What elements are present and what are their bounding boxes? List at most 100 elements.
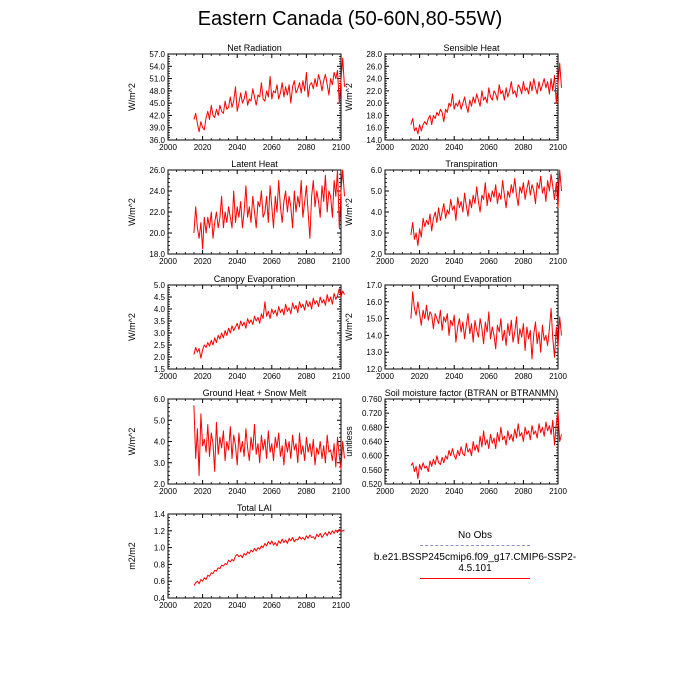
legend-model-line [420, 578, 530, 579]
x-tick-label: 2020 [411, 143, 429, 152]
x-tick-label: 2060 [263, 601, 281, 610]
y-tick-label: 26.0 [149, 166, 165, 175]
y-tick-label: 6.0 [154, 395, 166, 404]
y-tick-label: 1.0 [154, 544, 166, 553]
x-tick-label: 2060 [480, 372, 498, 381]
panel-title: Soil moisture factor (BTRAN or BTRANMN) [385, 388, 559, 398]
x-tick-label: 2100 [549, 487, 567, 496]
legend-obs-line [420, 545, 530, 546]
x-tick-label: 2080 [298, 372, 316, 381]
x-tick-label: 2080 [515, 372, 533, 381]
y-tick-label: 48.0 [149, 87, 165, 96]
x-tick-label: 2020 [194, 601, 212, 610]
x-tick-label: 2080 [298, 143, 316, 152]
legend-obs-label: No Obs [458, 530, 492, 541]
y-tick-label: 0.520 [362, 480, 383, 489]
series-line [193, 169, 345, 250]
y-tick-label: 4.0 [154, 305, 166, 314]
y-tick-label: 2.0 [154, 480, 166, 489]
x-tick-label: 2080 [515, 143, 533, 152]
panel-8: Total LAI m2/m2 2000 2020 2040 2060 2080 2100 0.… [127, 503, 350, 610]
y-tick-label: 3.5 [154, 317, 166, 326]
y-axis-label: W/m^2 [127, 198, 137, 226]
x-tick-label: 2040 [228, 372, 246, 381]
series-line [410, 291, 562, 360]
x-tick-label: 2020 [194, 372, 212, 381]
y-tick-label: 2.5 [154, 341, 166, 350]
x-tick-label: 2020 [411, 257, 429, 266]
x-tick-label: 2080 [298, 487, 316, 496]
y-tick-label: 22.0 [149, 208, 165, 217]
x-tick-label: 2080 [298, 257, 316, 266]
y-tick-label: 0.8 [154, 560, 166, 569]
y-tick-label: 0.4 [154, 594, 166, 603]
y-tick-label: 4.5 [154, 293, 166, 302]
y-tick-label: 18.0 [366, 111, 382, 120]
y-tick-label: 28.0 [366, 50, 382, 59]
x-tick-label: 2100 [549, 143, 567, 152]
y-axis-label: W/m^2 [127, 313, 137, 341]
plot-frame [167, 284, 342, 370]
x-tick-label: 2080 [298, 601, 316, 610]
x-tick-label: 2060 [263, 257, 281, 266]
y-tick-label: 26.0 [366, 62, 382, 71]
x-tick-label: 2000 [376, 143, 394, 152]
panel-7: Soil moisture factor (BTRAN or BTRANMN) u… [344, 388, 567, 496]
y-tick-label: 0.720 [362, 409, 383, 418]
x-tick-label: 2100 [332, 257, 350, 266]
x-tick-label: 2000 [376, 257, 394, 266]
x-tick-label: 2000 [376, 487, 394, 496]
y-tick-label: 13.0 [366, 348, 382, 357]
panel-title: Transpiration [445, 159, 497, 169]
y-tick-label: 45.0 [149, 99, 165, 108]
y-tick-label: 15.0 [366, 315, 382, 324]
y-tick-label: 3.0 [371, 229, 383, 238]
x-tick-label: 2060 [480, 257, 498, 266]
y-tick-label: 5.0 [154, 416, 166, 425]
panel-title: Latent Heat [231, 159, 278, 169]
x-tick-label: 2020 [411, 487, 429, 496]
panel-title: Net Radiation [227, 43, 282, 53]
x-tick-label: 2100 [332, 601, 350, 610]
x-tick-label: 2060 [263, 487, 281, 496]
y-tick-label: 24.0 [149, 187, 165, 196]
y-tick-label: 1.5 [154, 365, 166, 374]
series-line [410, 410, 562, 480]
x-tick-label: 2060 [480, 487, 498, 496]
y-tick-label: 22.0 [366, 87, 382, 96]
y-axis-label: W/m^2 [344, 83, 354, 111]
y-tick-label: 36.0 [149, 136, 165, 145]
panel-0: Net Radiation W/m^2 2000 2020 2040 2060 2080 21… [127, 43, 350, 152]
y-tick-label: 0.600 [362, 452, 383, 461]
y-axis-label: W/m^2 [127, 83, 137, 111]
x-tick-label: 2060 [480, 143, 498, 152]
y-tick-label: 57.0 [149, 50, 165, 59]
plot-frame [384, 53, 559, 141]
panel-1: Sensible Heat W/m^2 2000 2020 2040 2060 2080 21… [344, 43, 567, 152]
y-tick-label: 14.0 [366, 136, 382, 145]
x-tick-label: 2000 [159, 372, 177, 381]
series-line [193, 528, 345, 586]
x-tick-label: 2040 [445, 257, 463, 266]
y-tick-label: 4.0 [371, 208, 383, 217]
series-line [410, 62, 562, 135]
panel-title: Sensible Heat [443, 43, 500, 53]
legend: No Obs b.e21.BSSP245cmip6.f09_g17.CMIP6-… [360, 530, 590, 585]
y-axis-label: W/m^2 [127, 428, 137, 456]
x-tick-label: 2000 [159, 487, 177, 496]
x-tick-label: 2100 [332, 143, 350, 152]
y-tick-label: 20.0 [149, 229, 165, 238]
x-tick-label: 2000 [159, 601, 177, 610]
y-tick-label: 0.6 [154, 577, 166, 586]
plot-frame [384, 169, 559, 255]
y-tick-label: 20.0 [366, 99, 382, 108]
x-tick-label: 2060 [263, 143, 281, 152]
figure-title: Eastern Canada (50-60N,80-55W) [197, 8, 503, 30]
x-tick-label: 2000 [159, 257, 177, 266]
y-tick-label: 42.0 [149, 111, 165, 120]
panel-2: Latent Heat W/m^2 2000 2020 2040 2060 2080 2100… [127, 159, 350, 266]
panel-5: Ground Evaporation W/m^2 2000 2020 2040 2060 2… [344, 274, 567, 381]
x-tick-label: 2040 [445, 487, 463, 496]
x-tick-label: 2100 [549, 257, 567, 266]
